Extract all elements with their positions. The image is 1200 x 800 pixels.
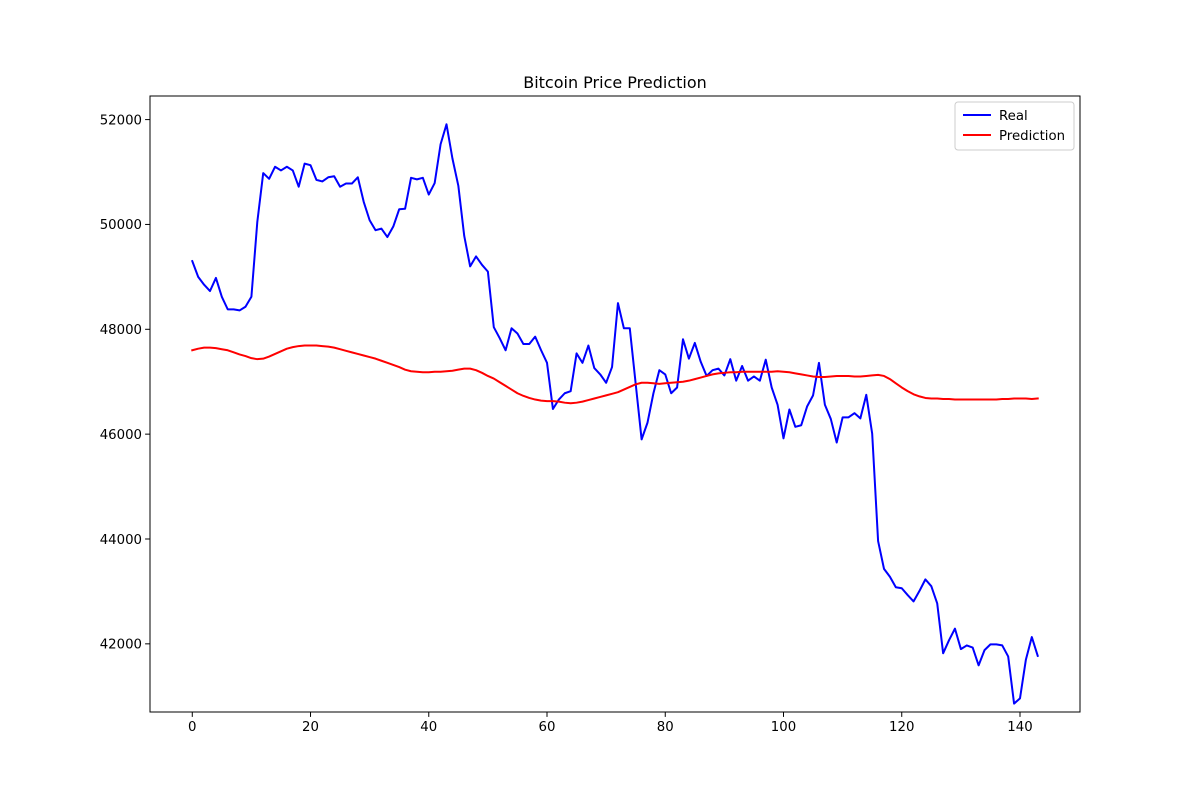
x-tick-label: 100 <box>771 720 796 735</box>
axes-frame <box>149 95 1081 713</box>
y-tick-label: 50000 <box>100 218 142 233</box>
chart-title: Bitcoin Price Prediction <box>523 73 707 92</box>
plot-area <box>149 95 1081 713</box>
x-tick-label: 20 <box>302 720 319 735</box>
legend-label-prediction: Prediction <box>999 129 1065 144</box>
x-tick-label: 120 <box>889 720 914 735</box>
y-tick-label: 52000 <box>100 113 142 128</box>
y-tick-label: 48000 <box>100 323 142 338</box>
legend-label-real: Real <box>999 109 1028 124</box>
y-tick-label: 44000 <box>100 533 142 548</box>
legend: Real Prediction <box>954 101 1075 151</box>
y-axis: 42000 44000 46000 48000 50000 52000 <box>100 113 150 653</box>
series-line-real <box>190 123 1039 705</box>
x-tick-label: 0 <box>188 720 196 735</box>
x-tick-label: 40 <box>420 720 437 735</box>
y-tick-label: 42000 <box>100 638 142 653</box>
y-tick-label: 46000 <box>100 428 142 443</box>
series-layer <box>190 123 1039 705</box>
x-axis: 0 20 40 60 80 100 120 140 <box>188 712 1033 735</box>
series-line-prediction <box>191 344 1039 405</box>
x-tick-label: 140 <box>1007 720 1032 735</box>
x-tick-label: 80 <box>657 720 674 735</box>
x-tick-label: 60 <box>539 720 556 735</box>
